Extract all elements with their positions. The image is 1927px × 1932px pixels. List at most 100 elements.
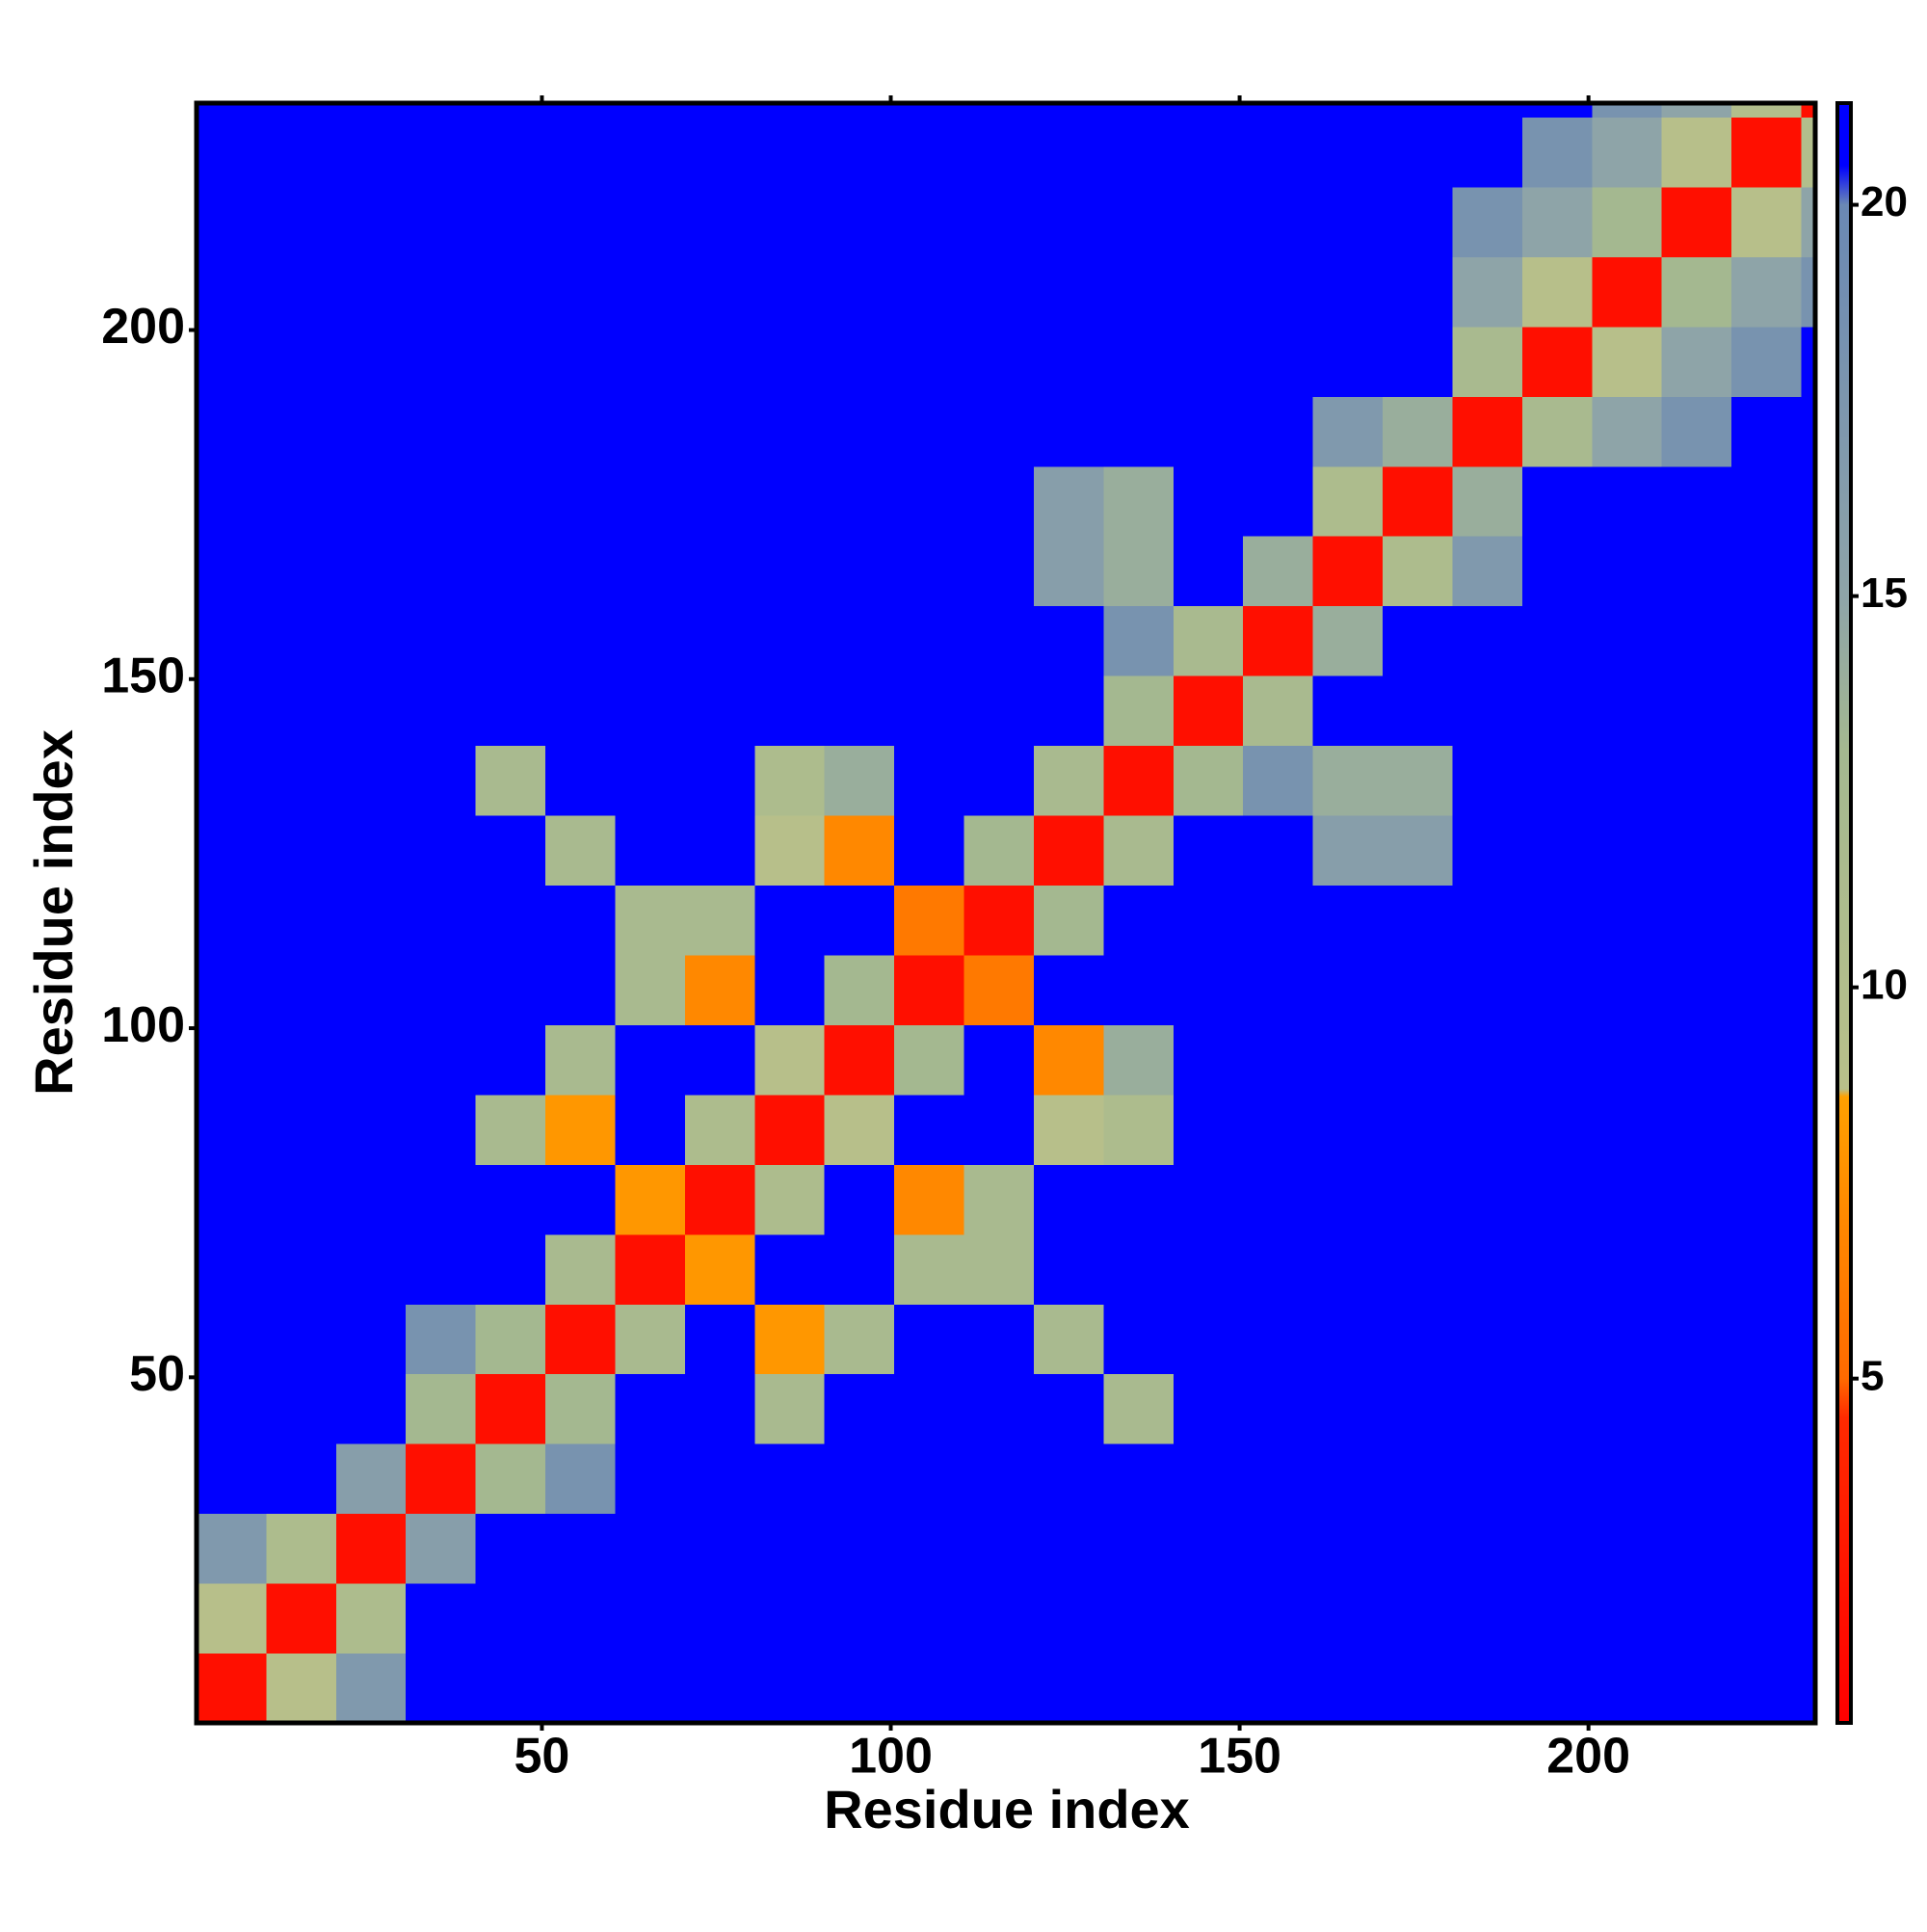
cell (197, 675, 267, 747)
cell (1033, 1583, 1104, 1654)
cell (1731, 103, 1803, 118)
cell (1801, 1373, 1816, 1444)
cell (1661, 1373, 1732, 1444)
cell (1452, 1373, 1523, 1444)
cell (1452, 1583, 1523, 1654)
cell (754, 396, 826, 467)
cell (545, 1024, 616, 1096)
cell (1243, 186, 1314, 257)
cell (1452, 117, 1523, 188)
cell (1731, 954, 1803, 1025)
cell (684, 1094, 755, 1165)
cell (1033, 1164, 1104, 1235)
cell (1312, 186, 1384, 257)
cell (1033, 1233, 1104, 1305)
cell (1592, 885, 1663, 956)
colorbar (1835, 101, 1853, 1725)
cell (754, 1583, 826, 1654)
cell (754, 1164, 826, 1235)
cell (754, 605, 826, 676)
cell (1243, 1094, 1314, 1165)
cell (964, 1304, 1035, 1375)
cell (684, 1583, 755, 1654)
cell (1103, 465, 1175, 537)
cell (684, 256, 755, 328)
cell (1243, 1583, 1314, 1654)
cell (545, 1094, 616, 1165)
cell (1452, 186, 1523, 257)
cell (1452, 1094, 1523, 1165)
cell (1033, 1373, 1104, 1444)
cell (545, 954, 616, 1025)
cell (197, 815, 267, 887)
cell (1173, 186, 1244, 257)
cell (1173, 465, 1244, 537)
cell (1383, 186, 1453, 257)
cell (406, 745, 477, 816)
cell (1383, 815, 1453, 887)
cell (406, 536, 477, 607)
cell (1383, 745, 1453, 816)
cell (1592, 256, 1663, 328)
cell (197, 1443, 267, 1515)
cell (824, 326, 895, 397)
cell (1312, 1583, 1384, 1654)
cell (1383, 256, 1453, 328)
cell (1801, 1024, 1816, 1096)
cell (615, 1443, 686, 1515)
cell (1731, 1583, 1803, 1654)
cell (964, 1024, 1035, 1096)
cell (1521, 1094, 1593, 1165)
cell (894, 1094, 965, 1165)
cell (1801, 186, 1816, 257)
cell (615, 465, 686, 537)
cell (1592, 465, 1663, 537)
cell (824, 745, 895, 816)
cell (615, 1024, 686, 1096)
cell (475, 536, 546, 607)
cell (335, 1304, 407, 1375)
cell (1243, 1233, 1314, 1305)
cell (1312, 1024, 1384, 1096)
cell (197, 396, 267, 467)
cell (266, 1094, 337, 1165)
cell (1033, 117, 1104, 188)
cell (1661, 1513, 1732, 1584)
cell (545, 1373, 616, 1444)
cell (545, 186, 616, 257)
cell (266, 396, 337, 467)
cell (824, 954, 895, 1025)
cell (964, 103, 1035, 118)
cell (684, 326, 755, 397)
cell (545, 745, 616, 816)
cell (1173, 1233, 1244, 1305)
cell (1312, 465, 1384, 537)
cell (1103, 117, 1175, 188)
cell (475, 954, 546, 1025)
heatmap (197, 103, 1816, 1724)
cell (964, 605, 1035, 676)
cell (1801, 815, 1816, 887)
cell (1383, 954, 1453, 1025)
cell (1103, 815, 1175, 887)
cell (1383, 885, 1453, 956)
cell (1592, 1443, 1663, 1515)
cell (1521, 1304, 1593, 1375)
cell (475, 256, 546, 328)
cell (406, 1583, 477, 1654)
cell (894, 954, 965, 1025)
cell (615, 675, 686, 747)
cell (684, 117, 755, 188)
cell (197, 1653, 267, 1724)
cell (1731, 1443, 1803, 1515)
plot-frame (194, 100, 1818, 1726)
cell (964, 326, 1035, 397)
cell (615, 396, 686, 467)
cell (475, 396, 546, 467)
cell (1731, 256, 1803, 328)
cell (1243, 1304, 1314, 1375)
cell (964, 1653, 1035, 1724)
cell (1801, 326, 1816, 397)
cell (335, 1233, 407, 1305)
cell (475, 186, 546, 257)
